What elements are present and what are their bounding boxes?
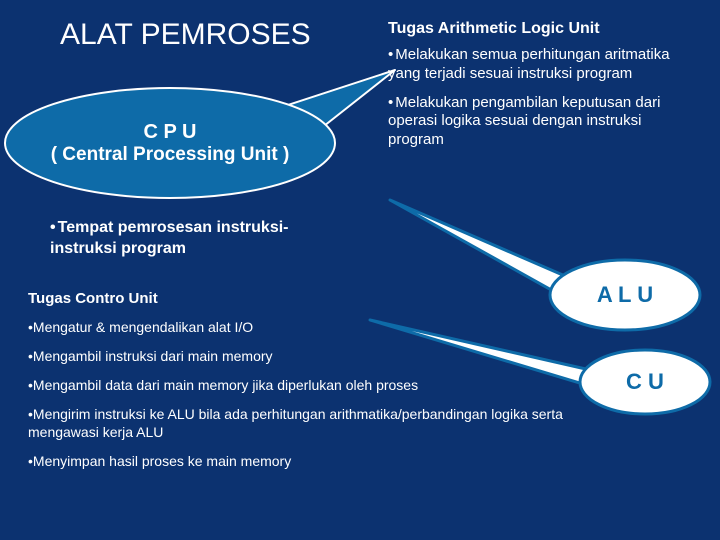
- cu-task-item: •Mengirim instruksi ke ALU bila ada perh…: [28, 405, 618, 441]
- cu-task-item: •Menyimpan hasil proses ke main memory: [28, 452, 428, 470]
- cu-task-item: •Mengambil data dari main memory jika di…: [28, 376, 588, 394]
- cu-task-item: •Mengambil instruksi dari main memory: [28, 347, 408, 365]
- slide: ALAT PEMROSES Tugas Arithmetic Logic Uni…: [0, 0, 720, 540]
- cu-tasks-heading: Tugas Contro Unit: [28, 290, 328, 307]
- cu-task-item: •Mengatur & mengendalikan alat I/O: [28, 318, 408, 336]
